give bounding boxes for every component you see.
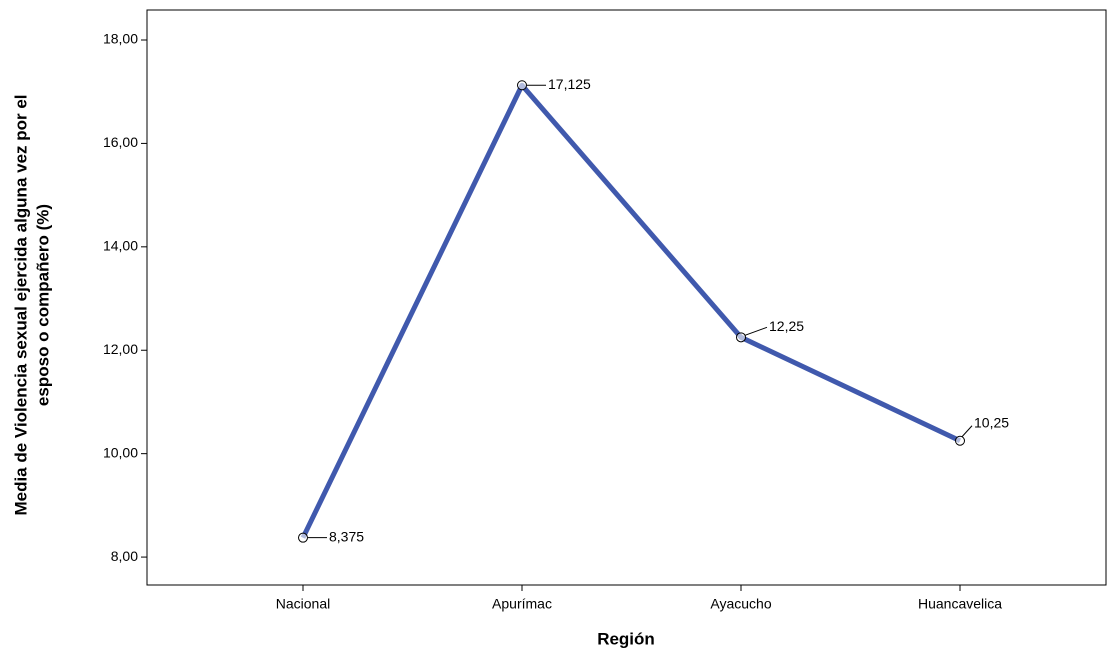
value-label: 12,25 xyxy=(769,318,804,334)
x-axis-title: Región xyxy=(597,629,655,648)
y-tick-label: 8,00 xyxy=(111,548,138,564)
value-label: 10,25 xyxy=(974,414,1009,430)
y-tick-label: 10,00 xyxy=(103,444,138,460)
leader-line xyxy=(744,326,768,336)
y-tick-label: 16,00 xyxy=(103,134,138,150)
marker xyxy=(736,332,746,343)
leader-line xyxy=(961,425,973,438)
marker xyxy=(298,532,308,543)
plot-frame xyxy=(146,9,1107,586)
y-tick-label: 18,00 xyxy=(103,31,138,47)
y-tick-label: 14,00 xyxy=(103,238,138,254)
x-tick-label: Nacional xyxy=(276,596,330,612)
value-label: 17,125 xyxy=(548,76,591,92)
y-axis-title: esposo o compañero (%) xyxy=(33,204,52,406)
y-tick-label: 12,00 xyxy=(103,341,138,357)
line xyxy=(300,82,962,539)
y-axis-title: Media de Violencia sexual ejercida algun… xyxy=(11,94,30,515)
marker xyxy=(517,80,527,91)
x-tick-label: Apurímac xyxy=(492,596,552,612)
x-tick-label: Huancavelica xyxy=(918,596,1002,612)
x-tick-label: Ayacucho xyxy=(710,596,771,612)
marker xyxy=(955,435,965,446)
value-label: 8,375 xyxy=(329,528,364,544)
